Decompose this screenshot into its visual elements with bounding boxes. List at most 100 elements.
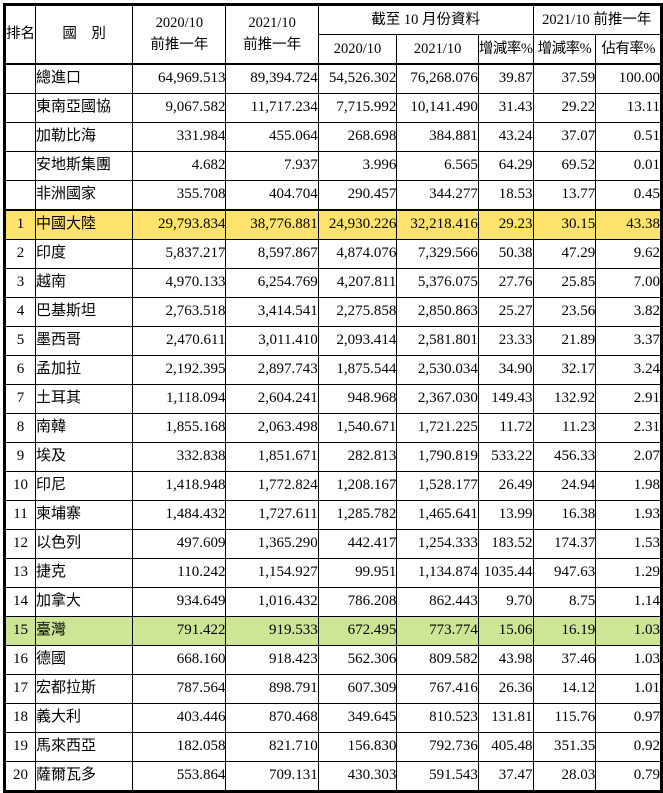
cell-country: 印度 xyxy=(34,239,134,269)
cell-value: 11.23 xyxy=(532,413,597,443)
cell-value: 2,063.498 xyxy=(225,413,319,443)
cell-value: 43.98 xyxy=(477,645,534,675)
cell-value: 21.89 xyxy=(532,326,597,356)
cell-value: 64,969.513 xyxy=(132,63,227,94)
cell-value: 7.00 xyxy=(595,268,662,298)
cell-value: 533.22 xyxy=(477,442,534,472)
cell-value: 355.708 xyxy=(132,180,227,211)
cell-value: 430.303 xyxy=(317,761,398,792)
cell-country: 德國 xyxy=(34,645,134,675)
cell-value: 13.77 xyxy=(532,180,597,211)
cell-value: 2,604.241 xyxy=(225,384,319,414)
cell-value: 1,727.611 xyxy=(225,500,319,530)
cell-value: 47.29 xyxy=(532,239,597,269)
table-row: 9 埃及 332.838 1,851.671 282.813 1,790.819 533.2… xyxy=(4,442,662,472)
table-row: 17 宏都拉斯 787.564 898.791 607.309 767.416 26.36 1… xyxy=(4,674,662,704)
cell-value: 99.951 xyxy=(317,558,398,588)
header-group-october-data: 截至 10 月份資料 xyxy=(317,4,534,35)
cell-value: 43.38 xyxy=(595,209,662,240)
cell-country: 總進口 xyxy=(34,63,134,94)
cell-rank xyxy=(4,93,36,123)
cell-rank xyxy=(4,122,36,152)
cell-rank: 13 xyxy=(4,558,36,588)
cell-value: 37.47 xyxy=(477,761,534,792)
cell-value: 131.81 xyxy=(477,703,534,733)
cell-country: 薩爾瓦多 xyxy=(34,761,134,792)
cell-country: 加勒比海 xyxy=(34,122,134,152)
cell-rank: 1 xyxy=(4,209,36,240)
cell-value: 442.417 xyxy=(317,529,398,559)
cell-value: 7,329.566 xyxy=(396,239,479,269)
cell-value: 0.97 xyxy=(595,703,662,733)
cell-value: 26.36 xyxy=(477,674,534,704)
cell-value: 2,530.034 xyxy=(396,355,479,385)
cell-value: 1.53 xyxy=(595,529,662,559)
cell-rank: 14 xyxy=(4,587,36,617)
cell-value: 32,218.416 xyxy=(396,209,479,240)
cell-value: 591.543 xyxy=(396,761,479,792)
cell-value: 918.423 xyxy=(225,645,319,675)
cell-value: 3.996 xyxy=(317,151,398,181)
cell-country: 墨西哥 xyxy=(34,326,134,356)
cell-value: 0.51 xyxy=(595,122,662,152)
header-prev-change-rate: 增減率% xyxy=(532,34,597,65)
cell-value: 3.37 xyxy=(595,326,662,356)
cell-rank: 12 xyxy=(4,529,36,559)
cell-value: 2,470.611 xyxy=(132,326,227,356)
cell-value: 282.813 xyxy=(317,442,398,472)
header-2021-prev-year-line1: 2021/10 xyxy=(248,15,296,32)
cell-value: 149.43 xyxy=(477,384,534,414)
cell-value: 6.565 xyxy=(396,151,479,181)
cell-value: 89,394.724 xyxy=(225,63,319,94)
cell-value: 2,275.858 xyxy=(317,297,398,327)
cell-country: 東南亞國協 xyxy=(34,93,134,123)
cell-rank: 7 xyxy=(4,384,36,414)
cell-value: 4,970.133 xyxy=(132,268,227,298)
cell-rank xyxy=(4,180,36,211)
cell-value: 810.523 xyxy=(396,703,479,733)
cell-value: 2,192.395 xyxy=(132,355,227,385)
cell-value: 23.56 xyxy=(532,297,597,327)
cell-value: 2,850.863 xyxy=(396,297,479,327)
header-2020-prev-year-line1: 2020/10 xyxy=(155,15,204,32)
cell-value: 332.838 xyxy=(132,442,227,472)
cell-value: 919.533 xyxy=(225,616,319,646)
cell-value: 0.45 xyxy=(595,180,662,211)
cell-value: 0.01 xyxy=(595,151,662,181)
cell-rank xyxy=(4,63,36,94)
cell-value: 1,875.544 xyxy=(317,355,398,385)
cell-value: 1,365.290 xyxy=(225,529,319,559)
cell-value: 28.03 xyxy=(532,761,597,792)
cell-value: 24,930.226 xyxy=(317,209,398,240)
cell-value: 349.645 xyxy=(317,703,398,733)
table-row: 10 印尼 1,418.948 1,772.824 1,208.167 1,528.177… xyxy=(4,471,662,501)
cell-value: 607.309 xyxy=(317,674,398,704)
cell-value: 767.416 xyxy=(396,674,479,704)
cell-value: 344.277 xyxy=(396,180,479,211)
table-row: 非洲國家 355.708 404.704 290.457 344.277 18.53 13.… xyxy=(4,180,662,211)
cell-value: 2.31 xyxy=(595,413,662,443)
table-row: 6 孟加拉 2,192.395 2,897.743 1,875.544 2,530.034… xyxy=(4,355,662,385)
table-body: 總進口 64,969.513 89,394.724 54,526.302 76,268.… xyxy=(4,63,662,792)
cell-value: 13.11 xyxy=(595,93,662,123)
cell-value: 384.881 xyxy=(396,122,479,152)
cell-rank: 5 xyxy=(4,326,36,356)
cell-rank: 2 xyxy=(4,239,36,269)
cell-rank: 18 xyxy=(4,703,36,733)
table-row: 19 馬來西亞 182.058 821.710 156.830 792.736 405.48… xyxy=(4,732,662,762)
cell-value: 43.24 xyxy=(477,122,534,152)
cell-value: 1,154.927 xyxy=(225,558,319,588)
cell-rank: 10 xyxy=(4,471,36,501)
cell-country: 中國大陸 xyxy=(34,209,134,240)
cell-value: 3,011.410 xyxy=(225,326,319,356)
cell-value: 934.649 xyxy=(132,587,227,617)
header-country: 國 別 xyxy=(34,4,134,65)
table-row: 4 巴基斯坦 2,763.518 3,414.541 2,275.858 2,850.86… xyxy=(4,297,662,327)
table-row: 13 捷克 110.242 1,154.927 99.951 1,134.874 1035.… xyxy=(4,558,662,588)
cell-value: 2.07 xyxy=(595,442,662,472)
header-rank: 排名 xyxy=(4,4,36,65)
cell-value: 787.564 xyxy=(132,674,227,704)
cell-value: 497.609 xyxy=(132,529,227,559)
cell-country: 印尼 xyxy=(34,471,134,501)
cell-value: 24.94 xyxy=(532,471,597,501)
